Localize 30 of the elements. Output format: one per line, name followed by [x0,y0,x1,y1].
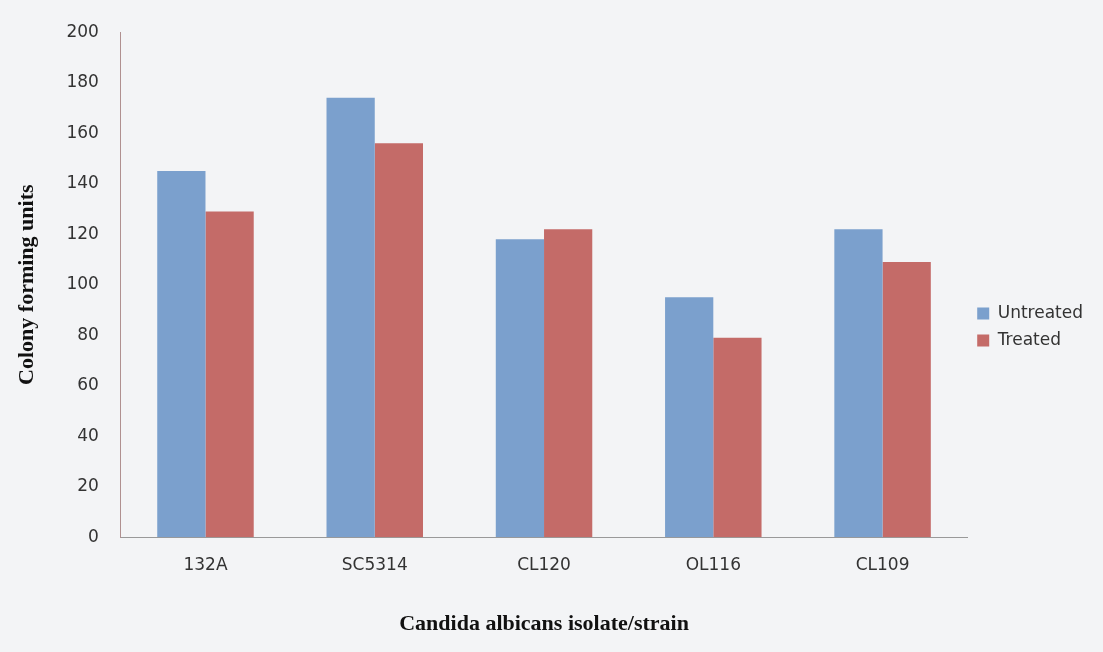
bar [834,229,883,538]
bar [205,211,254,538]
y-tick-label: 180 [66,71,99,92]
bar [374,143,423,538]
bar [882,261,931,538]
x-tick-label: OL116 [685,553,741,574]
y-tick-label: 40 [77,424,99,445]
x-tick-label: SC5314 [341,553,408,574]
x-axis-title: Candida albicans isolate/strain [399,610,689,636]
y-axis-title: Colony forming units [12,184,38,385]
bar [157,171,206,538]
bar [495,239,545,538]
y-tick-label: 120 [66,222,99,243]
y-tick-label: 80 [77,323,99,344]
x-tick-label: CL109 [855,553,910,574]
y-tick-label: 200 [66,20,99,41]
legend-label: Treated [996,328,1062,349]
bar [326,97,375,538]
y-tick-label: 100 [66,273,99,294]
y-tick-label: 0 [88,525,99,546]
legend-label: Untreated [997,301,1084,322]
bar [544,229,593,538]
y-tick-label: 140 [66,172,99,193]
bar [713,337,762,538]
x-tick-label: 132A [183,553,228,574]
y-tick-label: 20 [77,475,99,496]
bar [665,297,714,538]
y-tick-label: 60 [77,374,99,395]
x-tick-label: CL120 [517,553,571,574]
y-tick-label: 160 [66,121,99,142]
